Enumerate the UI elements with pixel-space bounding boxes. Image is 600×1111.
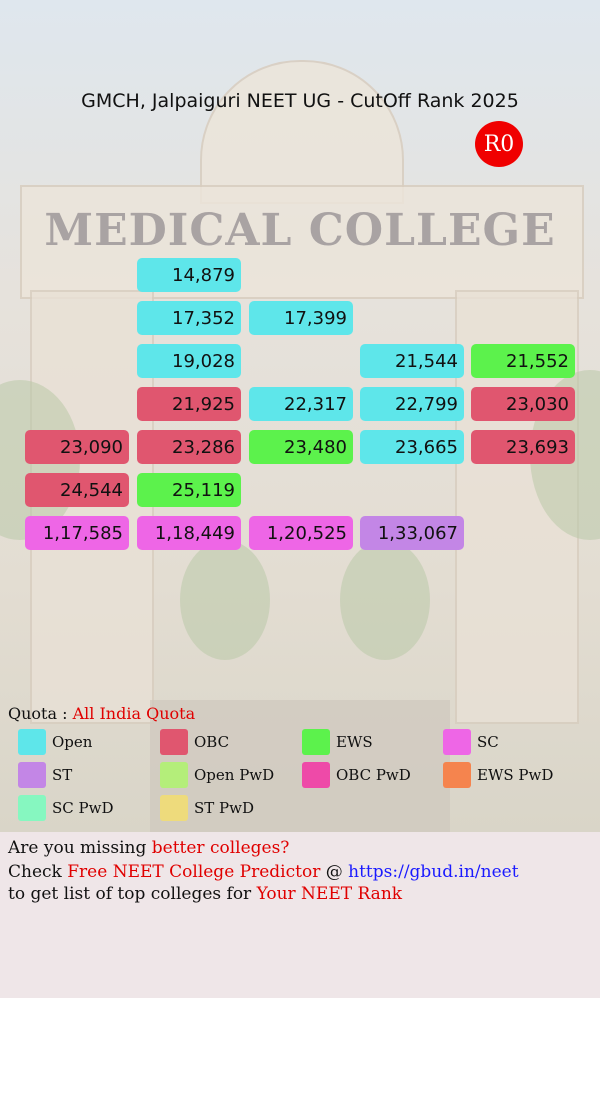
quota-value: All India Quota [72,704,196,723]
legend-swatch [18,762,46,788]
legend-item: Open [18,729,92,755]
rank-cell: 1,20,525 [249,516,353,550]
rank-cell: 1,33,067 [360,516,464,550]
rank-cell: 22,317 [249,387,353,421]
legend-swatch [160,729,188,755]
promo-text: to get list of top colleges for [8,884,257,904]
legend-label: EWS [336,733,373,751]
round-badge: R0 [475,121,523,167]
legend-item: ST [18,762,72,788]
legend-label: EWS PwD [477,766,554,784]
legend-swatch [302,729,330,755]
promo-highlight: better colleges? [151,838,290,858]
legend-swatch [18,729,46,755]
rank-cell: 19,028 [137,344,241,378]
promo-line-1: Are you missing better colleges? [8,838,289,858]
rank-cell: 25,119 [137,473,241,507]
rank-cell: 23,030 [471,387,575,421]
tree [180,540,270,660]
promo-text: Check [8,862,68,882]
legend-item: OBC [160,729,229,755]
rank-cell: 14,879 [137,258,241,292]
predictor-link[interactable]: Free NEET College Predictor [67,862,321,882]
legend-swatch [443,729,471,755]
legend-swatch [160,795,188,821]
legend-item: EWS PwD [443,762,553,788]
rank-cell: 21,544 [360,344,464,378]
rank-cell: 17,399 [249,301,353,335]
legend-swatch [302,762,330,788]
promo-text: @ [320,862,349,882]
rank-cell: 23,480 [249,430,353,464]
rank-cell: 24,544 [25,473,129,507]
rank-cell: 21,552 [471,344,575,378]
page-title: GMCH, Jalpaiguri NEET UG - CutOff Rank 2… [81,90,519,112]
promo-line-3: to get list of top colleges for Your NEE… [8,884,402,904]
promo-panel: Are you missing better colleges? Check F… [0,832,600,998]
legend-label: OBC [194,733,230,751]
rank-cell: 1,18,449 [137,516,241,550]
legend-label: Open [52,733,93,751]
legend-item: SC PwD [18,795,113,821]
legend-item: SC [443,729,499,755]
legend-label: SC PwD [52,799,114,817]
legend-label: OBC PwD [336,766,411,784]
rank-cell: 1,17,585 [25,516,129,550]
legend-item: ST PwD [160,795,254,821]
quota-line: Quota : All India Quota [8,704,195,723]
predictor-url-link[interactable]: https://gbud.in/neet [348,862,519,882]
legend-swatch [160,762,188,788]
legend-label: ST [52,766,73,784]
rank-cell: 23,090 [25,430,129,464]
legend-label: ST PwD [194,799,255,817]
road [150,700,450,832]
rank-cell: 23,665 [360,430,464,464]
rank-cell: 22,799 [360,387,464,421]
rank-cell: 23,693 [471,430,575,464]
legend-item: EWS [302,729,373,755]
promo-text: Are you missing [8,838,152,858]
legend-item: OBC PwD [302,762,411,788]
legend-item: Open PwD [160,762,274,788]
quota-label: Quota : [8,704,73,723]
promo-highlight: Your NEET Rank [256,884,403,904]
rank-cell: 17,352 [137,301,241,335]
rank-cell: 23,286 [137,430,241,464]
legend-swatch [18,795,46,821]
arch-dome [200,60,404,204]
rank-cell: 21,925 [137,387,241,421]
arch-lintel [20,185,584,299]
legend-label: Open PwD [194,766,275,784]
tree [340,540,430,660]
background-college-sign: MEDICAL COLLEGE [44,205,556,256]
legend-swatch [443,762,471,788]
promo-line-2: Check Free NEET College Predictor @ http… [8,862,519,882]
legend-label: SC [477,733,499,751]
